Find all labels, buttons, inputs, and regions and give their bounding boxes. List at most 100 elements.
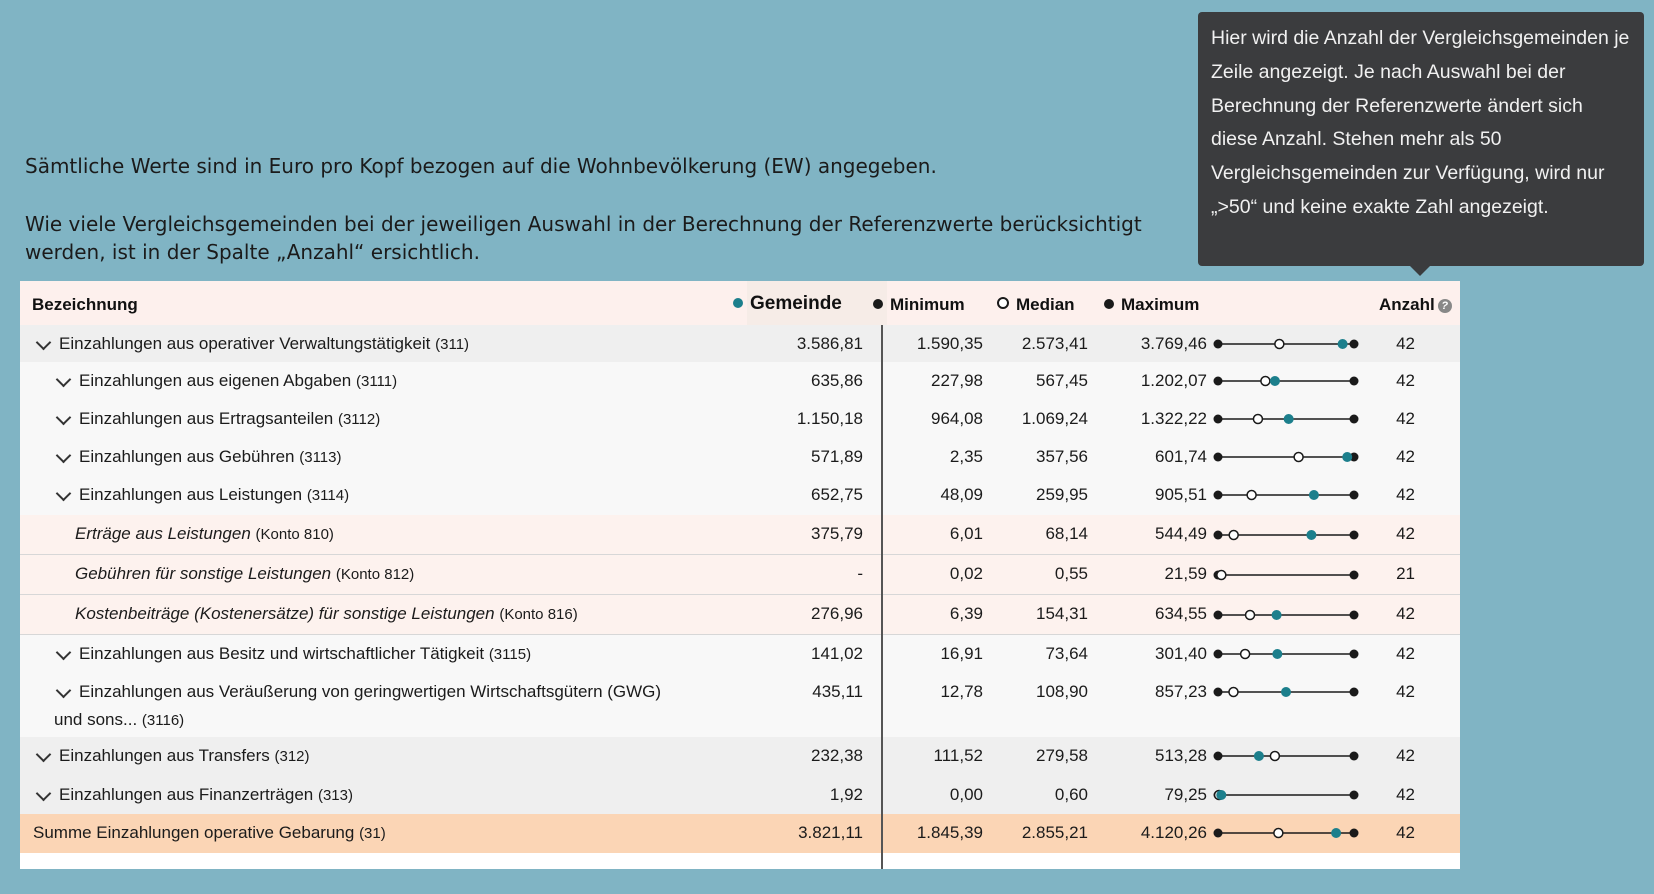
range-plot <box>1213 648 1359 660</box>
median-value: 2.855,21 <box>1021 823 1088 842</box>
maximum-legend-icon <box>1104 299 1114 309</box>
range-plot <box>1213 827 1359 839</box>
gemeinde-marker <box>1216 790 1227 800</box>
minimum-value: 1.590,35 <box>916 334 983 353</box>
row-label: Erträge aus Leistungen (Konto 810) <box>75 524 334 543</box>
gemeinde-marker <box>1253 751 1264 761</box>
range-plot <box>1213 413 1359 425</box>
median-marker <box>1273 827 1284 839</box>
gemeinde-marker <box>1269 376 1280 386</box>
header-anzahl[interactable]: Anzahl? <box>1379 295 1452 315</box>
gemeinde-marker <box>1342 452 1353 462</box>
gemeinde-legend-icon <box>733 298 743 308</box>
minimum-marker <box>1213 649 1223 659</box>
row-label: Einzahlungen aus operativer Verwaltungst… <box>35 334 469 354</box>
median-value: 0,60 <box>1054 785 1088 804</box>
maximum-marker <box>1349 376 1359 386</box>
median-value: 73,64 <box>1045 644 1088 663</box>
median-marker <box>1246 489 1257 501</box>
maximum-marker <box>1349 414 1359 424</box>
minimum-value: 12,78 <box>940 682 983 701</box>
row-label: Einzahlungen aus Transfers (312) <box>35 746 310 766</box>
column-divider <box>881 325 883 869</box>
minimum-value: 6,01 <box>949 524 983 543</box>
maximum-marker <box>1349 530 1359 540</box>
row-label: Einzahlungen aus Gebühren (3113) <box>55 447 341 467</box>
maximum-value: 301,40 <box>1155 644 1207 663</box>
gemeinde-value: 232,38 <box>811 746 863 765</box>
maximum-value: 3.769,46 <box>1140 334 1207 353</box>
median-marker <box>1239 648 1251 660</box>
range-plot <box>1213 489 1359 501</box>
header-bezeichnung[interactable]: Bezeichnung <box>32 295 138 314</box>
row-label: Einzahlungen aus Ertragsanteilen (3112) <box>55 409 380 429</box>
median-marker <box>1252 413 1264 425</box>
header-gemeinde[interactable]: Gemeinde <box>733 293 842 315</box>
maximum-value: 513,28 <box>1155 746 1207 765</box>
table-row[interactable]: Einzahlungen aus Besitz und wirtschaftli… <box>20 635 1460 673</box>
maximum-value: 4.120,26 <box>1140 823 1207 842</box>
range-plot <box>1213 686 1359 698</box>
table-row[interactable]: Einzahlungen aus Veräußerung von geringw… <box>20 673 1460 737</box>
range-plot <box>1213 750 1359 762</box>
maximum-marker <box>1349 610 1359 620</box>
row-label: Gebühren für sonstige Leistungen (Konto … <box>75 564 415 583</box>
range-plot <box>1213 451 1359 463</box>
maximum-marker <box>1349 649 1359 659</box>
minimum-marker <box>1213 687 1223 697</box>
range-plot <box>1213 375 1359 387</box>
gemeinde-value: - <box>857 564 863 583</box>
minimum-value: 964,08 <box>931 409 983 428</box>
median-value: 1.069,24 <box>1021 409 1088 428</box>
maximum-value: 905,51 <box>1155 485 1207 504</box>
gemeinde-value: 3.586,81 <box>796 334 863 353</box>
row-label: Einzahlungen aus Besitz und wirtschaftli… <box>55 644 531 664</box>
gemeinde-value: 3.821,11 <box>798 823 863 842</box>
anzahl-value: 42 <box>1396 644 1415 663</box>
median-value: 108,90 <box>1036 682 1088 701</box>
minimum-value: 1.845,39 <box>916 823 983 842</box>
intro-text-unit: Sämtliche Werte sind in Euro pro Kopf be… <box>25 154 937 178</box>
header-maximum[interactable]: Maximum <box>1104 295 1199 315</box>
header-median[interactable]: Median <box>997 295 1075 315</box>
help-icon[interactable]: ? <box>1437 299 1452 313</box>
gemeinde-value: 652,75 <box>811 485 863 504</box>
gemeinde-value: 571,89 <box>811 447 863 466</box>
anzahl-value: 42 <box>1396 823 1415 842</box>
gemeinde-value: 276,96 <box>811 604 863 623</box>
table-row[interactable]: Einzahlungen aus Transfers (312) 232,38 … <box>20 737 1460 776</box>
anzahl-value: 42 <box>1396 785 1415 804</box>
row-label: Summe Einzahlungen operative Gebarung (3… <box>33 823 386 842</box>
anzahl-value: 21 <box>1396 564 1415 583</box>
header-minimum[interactable]: Minimum <box>873 295 965 315</box>
anzahl-value: 42 <box>1396 409 1415 428</box>
table-row[interactable]: Einzahlungen aus Finanzerträgen (313) 1,… <box>20 776 1460 814</box>
minimum-marker <box>1213 828 1223 838</box>
maximum-marker <box>1349 570 1359 580</box>
median-marker <box>1274 338 1285 350</box>
anzahl-tooltip: Hier wird die Anzahl der Vergleichsgemei… <box>1198 12 1644 276</box>
range-dot-plots <box>1213 338 1359 839</box>
anzahl-value: 42 <box>1396 746 1415 765</box>
median-marker <box>1269 750 1281 762</box>
anzahl-value: 42 <box>1396 682 1415 701</box>
range-plot <box>1213 569 1359 581</box>
row-label: Einzahlungen aus eigenen Abgaben (3111) <box>55 371 397 391</box>
gemeinde-marker <box>1331 828 1342 838</box>
gemeinde-value: 1,92 <box>829 785 863 804</box>
median-value: 567,45 <box>1036 371 1088 390</box>
median-value: 2.573,41 <box>1021 334 1088 353</box>
comparison-table: Bezeichnung Gemeinde Minimum Median Maxi… <box>20 281 1460 869</box>
minimum-marker <box>1213 339 1223 349</box>
median-value: 0,55 <box>1054 564 1088 583</box>
median-marker <box>1260 375 1271 387</box>
maximum-value: 1.202,07 <box>1140 371 1207 390</box>
gemeinde-value: 435,11 <box>812 682 863 701</box>
maximum-marker <box>1349 687 1359 697</box>
median-value: 357,56 <box>1036 447 1088 466</box>
gemeinde-value: 375,79 <box>811 524 863 543</box>
minimum-value: 2,35 <box>949 447 983 466</box>
gemeinde-marker <box>1308 490 1319 500</box>
anzahl-value: 42 <box>1396 604 1415 623</box>
median-value: 279,58 <box>1036 746 1088 765</box>
